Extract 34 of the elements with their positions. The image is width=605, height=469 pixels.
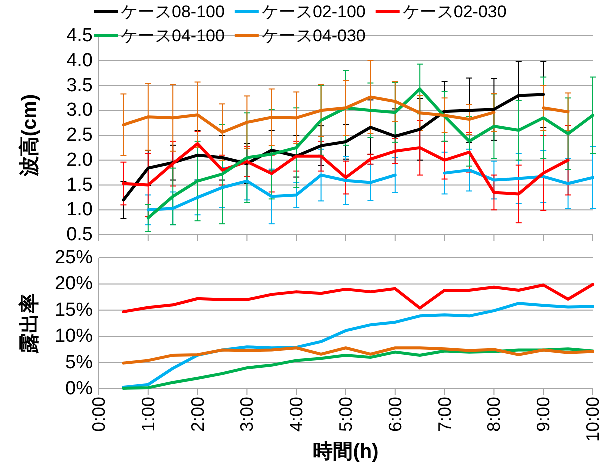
y-tick-label: 4.5 — [66, 26, 93, 46]
y-tick-label: 5% — [66, 352, 94, 374]
y-axis-title: 波高(cm) — [18, 94, 41, 178]
x-tick-label: 2:00 — [188, 397, 208, 432]
legend-label: ケース02-030 — [402, 2, 507, 22]
y-tick-label: 2.5 — [66, 125, 93, 146]
y-tick-label: 3.5 — [66, 75, 93, 96]
y-tick-label: 4.0 — [66, 50, 93, 72]
x-tick-label: 10:00 — [583, 397, 603, 442]
y-tick-label: 10% — [54, 326, 94, 348]
y-tick-label: 25% — [54, 248, 94, 268]
x-tick-label: 7:00 — [434, 397, 455, 432]
y-tick-label: 20% — [54, 274, 94, 295]
legend-label: ケース04-100 — [121, 26, 225, 46]
x-tick-label: 0:00 — [89, 397, 109, 432]
x-tick-label: 6:00 — [385, 397, 406, 432]
y-tick-label: 3.0 — [66, 100, 93, 122]
x-tick-label: 1:00 — [138, 397, 158, 432]
y-tick-label: 2.0 — [66, 150, 93, 171]
legend-label: ケース08-100 — [121, 2, 225, 22]
x-tick-label: 5:00 — [336, 397, 356, 432]
x-tick-label: 3:00 — [237, 397, 258, 432]
y-tick-label: 1.0 — [66, 200, 93, 221]
legend-label: ケース04-030 — [262, 26, 366, 46]
y-axis-title: 露出率 — [18, 294, 41, 354]
x-tick-label: 9:00 — [534, 397, 554, 432]
y-tick-label: 15% — [54, 300, 94, 321]
x-tick-label: 4:00 — [286, 397, 307, 432]
y-tick-label: 0% — [66, 378, 94, 400]
x-axis-title: 時間(h) — [313, 441, 379, 463]
y-tick-label: 1.5 — [66, 174, 93, 196]
y-tick-label: 0.5 — [66, 224, 93, 246]
legend-label: ケース02-100 — [262, 2, 366, 22]
x-tick-label: 8:00 — [484, 397, 504, 432]
